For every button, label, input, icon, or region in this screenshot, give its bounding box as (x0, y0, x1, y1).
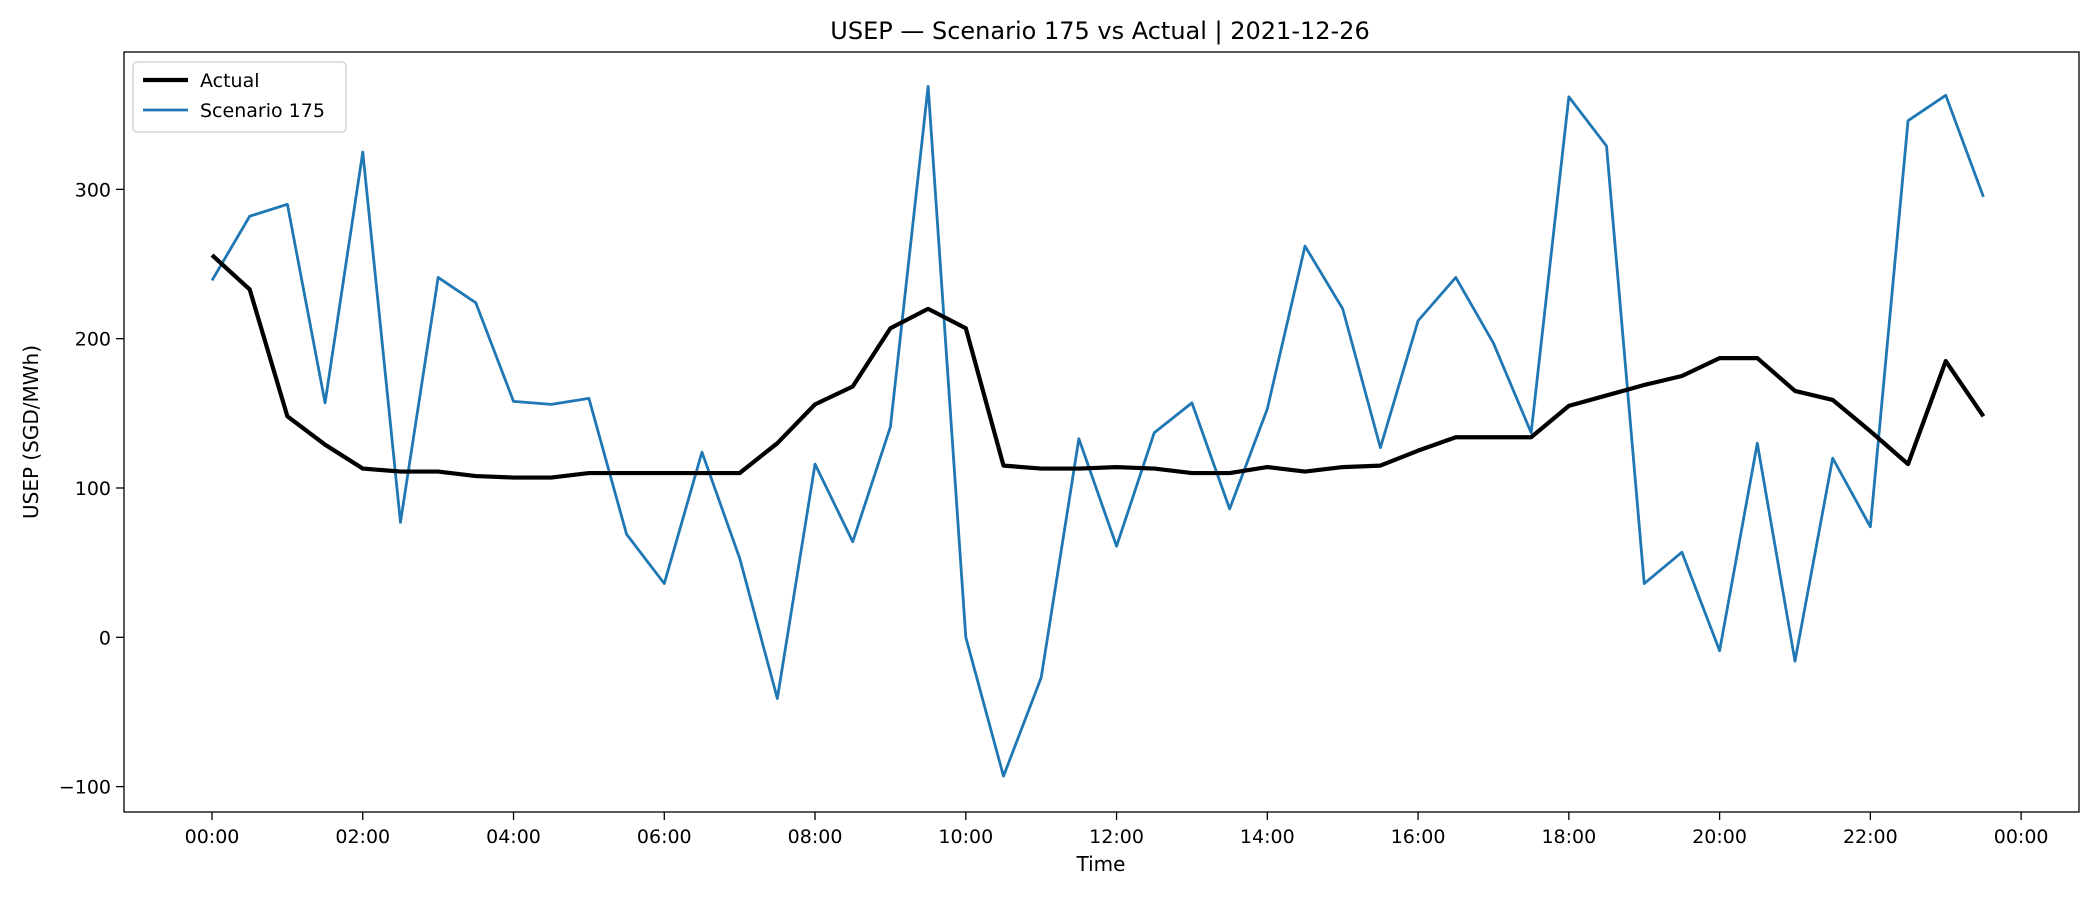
x-tick-label: 14:00 (1240, 826, 1295, 848)
y-tick-label: 300 (75, 179, 111, 201)
y-tick-label: −100 (59, 777, 111, 799)
chart-title: USEP — Scenario 175 vs Actual | 2021-12-… (830, 17, 1369, 45)
series-line-scenario-175 (210, 84, 1985, 778)
y-axis-label: USEP (SGD/MWh) (19, 345, 43, 519)
x-axis-label: Time (1076, 852, 1126, 876)
x-tick-label: 00:00 (185, 826, 240, 848)
plot-frame (123, 51, 2080, 813)
x-tick-label: 12:00 (1089, 826, 1144, 848)
x-tick-label: 06:00 (637, 826, 692, 848)
x-tick-label: 00:00 (1994, 826, 2049, 848)
y-tick-label: 100 (75, 478, 111, 500)
x-tick-label: 08:00 (788, 826, 843, 848)
x-tick-label: 20:00 (1692, 826, 1747, 848)
x-tick-label: 16:00 (1391, 826, 1446, 848)
legend: Actual Scenario 175 (132, 61, 347, 133)
x-tick-label: 22:00 (1843, 826, 1898, 848)
legend-label-scenario: Scenario 175 (200, 100, 325, 122)
x-tick-label: 10:00 (938, 826, 993, 848)
series-line-actual (210, 253, 1986, 480)
y-axis: −100 0 100 200 300 (59, 179, 124, 799)
legend-label-actual: Actual (200, 70, 260, 92)
x-tick-label: 04:00 (486, 826, 541, 848)
x-tick-label: 18:00 (1541, 826, 1596, 848)
y-tick-label: 0 (99, 627, 111, 649)
y-tick-label: 200 (75, 329, 111, 351)
plot-area (210, 84, 1986, 778)
x-axis: 00:00 02:00 04:00 06:00 08:00 10:00 12:00 14:00… (185, 812, 2049, 848)
x-tick-label: 02:00 (335, 826, 390, 848)
